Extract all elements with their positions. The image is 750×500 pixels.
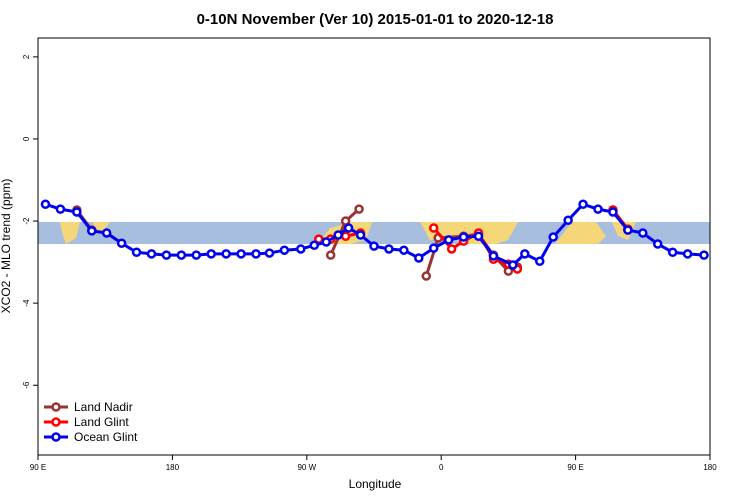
data-point [446,244,457,254]
data-point [428,243,439,253]
data-point [161,250,172,260]
data-point [251,249,261,259]
data-point [421,271,432,281]
x-axis-label: Longitude [349,477,402,491]
data-point [682,249,693,259]
data-point [343,223,354,233]
data-point [40,199,51,209]
data-point [309,240,320,251]
data-point [473,231,484,241]
data-point [667,247,678,257]
x-tick-label: 90 E [30,463,46,472]
chart-title: 0-10N November (Ver 10) 2015-01-01 to 20… [197,11,554,28]
data-point [146,249,157,259]
legend-label: Land Nadir [74,400,133,414]
data-point [333,230,343,240]
data-point [176,250,187,260]
data-point [354,204,364,214]
legend-marker [51,432,61,442]
data-point [699,250,709,260]
y-tick-label: 2 [22,54,31,59]
data-point [206,249,216,259]
plot-frame [37,37,711,456]
data-point [548,232,558,242]
data-point [535,256,545,267]
data-point [236,249,246,259]
data-point [87,226,97,236]
data-point [384,244,394,254]
data-point [520,249,530,259]
x-tick-label: 0 [439,463,444,472]
data-point [191,250,202,260]
x-tick-label: 90 W [297,463,316,472]
y-tick-label: -4 [22,299,31,307]
data-point [321,237,331,247]
legend-label: Ocean Glint [74,430,138,444]
data-point [414,253,424,263]
x-tick-label: 90 E [567,463,583,472]
data-point [608,207,618,217]
data-point [340,231,351,241]
data-point [593,204,603,214]
data-point [325,250,336,260]
x-tick-label: 180 [166,463,180,472]
map-background [38,222,710,244]
x-tick-label: 180 [703,463,717,472]
data-point [623,225,633,235]
data-point [578,199,588,209]
data-point [355,230,366,240]
y-tick-label: 0 [22,136,31,141]
data-point [428,223,439,233]
data-point [399,245,409,255]
data-point [116,238,127,248]
data-point [458,232,469,242]
y-tick-label: -6 [22,381,31,389]
data-point [101,228,112,238]
y-axis-label: XCO2 - MLO trend (ppm) [0,179,13,314]
data-point [72,207,82,217]
data-point [131,247,142,257]
data-point [279,245,290,255]
data-point [296,244,306,254]
data-point [488,251,499,261]
y-tick-label: -2 [22,217,31,225]
data-point [369,241,379,251]
data-point [563,215,573,225]
legend-label: Land Glint [74,415,129,429]
legend-marker [51,417,61,427]
data-point [508,260,518,270]
data-point [443,235,454,245]
data-point [638,228,648,238]
series-line [44,202,705,267]
data-point [652,239,663,249]
data-point [55,204,66,214]
data-point [264,248,275,258]
data-point [221,249,231,259]
legend-marker [51,402,61,412]
